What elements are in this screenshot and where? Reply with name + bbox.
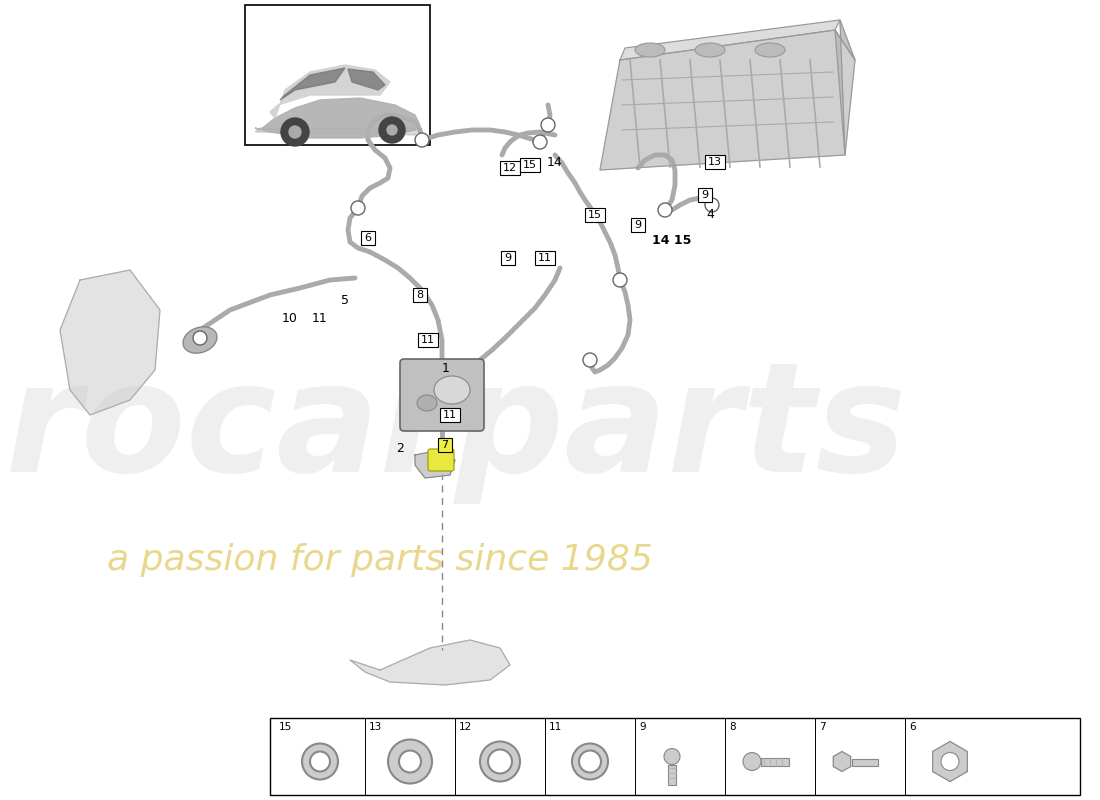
Bar: [500, 161, 520, 175]
Text: eurocarparts: eurocarparts: [0, 355, 906, 505]
FancyBboxPatch shape: [400, 359, 484, 431]
Text: 9: 9: [639, 722, 646, 732]
FancyBboxPatch shape: [428, 449, 454, 471]
Text: 7: 7: [820, 722, 826, 732]
Circle shape: [399, 750, 421, 773]
Bar: [520, 158, 540, 172]
Polygon shape: [270, 65, 390, 118]
Circle shape: [572, 743, 608, 779]
Text: 12: 12: [459, 722, 472, 732]
Bar: [705, 155, 725, 169]
Ellipse shape: [417, 395, 437, 411]
Bar: [270, 718, 1080, 795]
Text: 15: 15: [588, 210, 602, 220]
Polygon shape: [255, 128, 420, 135]
Ellipse shape: [183, 327, 217, 353]
Circle shape: [379, 117, 405, 143]
Bar: [535, 251, 556, 265]
Text: 8: 8: [729, 722, 736, 732]
Circle shape: [310, 751, 330, 771]
Polygon shape: [834, 751, 850, 771]
Polygon shape: [350, 640, 510, 685]
Polygon shape: [255, 98, 420, 138]
Bar: [631, 218, 645, 232]
Text: 11: 11: [549, 722, 562, 732]
Text: 15: 15: [279, 722, 293, 732]
Circle shape: [940, 753, 959, 770]
Text: 14: 14: [547, 157, 563, 170]
Ellipse shape: [695, 43, 725, 57]
Bar: [500, 251, 515, 265]
Circle shape: [488, 750, 512, 774]
Text: a passion for parts since 1985: a passion for parts since 1985: [107, 543, 653, 577]
Circle shape: [541, 118, 556, 132]
Ellipse shape: [635, 43, 666, 57]
Text: 2: 2: [396, 442, 404, 454]
Bar: [852, 758, 878, 766]
Circle shape: [480, 742, 520, 782]
Circle shape: [534, 135, 547, 149]
Text: 11: 11: [312, 311, 328, 325]
Circle shape: [289, 126, 301, 138]
Text: 5: 5: [341, 294, 349, 306]
Circle shape: [434, 453, 449, 467]
Text: 13: 13: [368, 722, 383, 732]
Text: 7: 7: [441, 440, 449, 450]
Circle shape: [664, 749, 680, 765]
Text: 11: 11: [443, 410, 456, 420]
Text: 15: 15: [522, 160, 537, 170]
Circle shape: [742, 753, 761, 770]
Text: 10: 10: [282, 311, 298, 325]
Text: 13: 13: [708, 157, 722, 167]
Polygon shape: [415, 450, 455, 478]
Circle shape: [579, 750, 601, 773]
Polygon shape: [835, 20, 855, 155]
Circle shape: [705, 198, 719, 212]
Text: 9: 9: [702, 190, 708, 200]
Polygon shape: [348, 69, 385, 90]
Circle shape: [658, 203, 672, 217]
Text: 14 15: 14 15: [652, 234, 692, 246]
Bar: [412, 288, 427, 302]
Text: 12: 12: [503, 163, 517, 173]
Circle shape: [583, 353, 597, 367]
Bar: [761, 758, 789, 766]
Text: 6: 6: [909, 722, 915, 732]
Bar: [668, 765, 676, 785]
Bar: [245, 5, 430, 145]
Polygon shape: [60, 270, 160, 415]
Polygon shape: [620, 20, 840, 60]
Text: 11: 11: [538, 253, 552, 263]
Circle shape: [388, 739, 432, 783]
Bar: [438, 438, 452, 452]
Circle shape: [280, 118, 309, 146]
Circle shape: [351, 201, 365, 215]
Text: 8: 8: [417, 290, 424, 300]
Polygon shape: [600, 30, 855, 170]
Circle shape: [192, 331, 207, 345]
Polygon shape: [280, 68, 345, 100]
Circle shape: [387, 125, 397, 135]
Text: 11: 11: [421, 335, 434, 345]
Circle shape: [302, 743, 338, 779]
Text: 9: 9: [505, 253, 512, 263]
Bar: [361, 231, 375, 245]
Bar: [440, 408, 460, 422]
Bar: [698, 188, 712, 202]
Text: 1: 1: [442, 362, 450, 374]
Circle shape: [613, 273, 627, 287]
Polygon shape: [933, 742, 967, 782]
Ellipse shape: [755, 43, 785, 57]
Ellipse shape: [434, 376, 470, 404]
Bar: [418, 333, 438, 347]
Bar: [585, 208, 605, 222]
Text: 6: 6: [364, 233, 372, 243]
Text: 4: 4: [706, 209, 714, 222]
Circle shape: [415, 133, 429, 147]
Text: 9: 9: [635, 220, 641, 230]
